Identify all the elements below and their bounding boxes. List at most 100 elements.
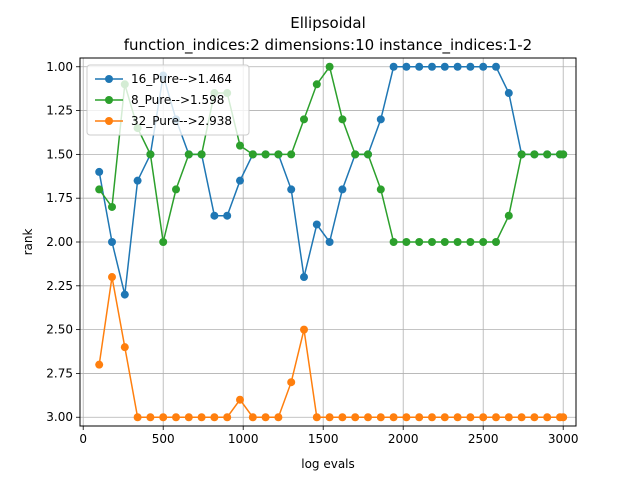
- x-tick-label: 1500: [308, 432, 339, 446]
- series-1: [95, 62, 568, 246]
- data-point: [210, 413, 219, 422]
- data-point: [415, 238, 424, 246]
- data-point: [389, 238, 398, 246]
- data-point: [402, 413, 411, 422]
- y-tick-label: 2.00: [46, 235, 73, 249]
- data-point: [376, 185, 385, 194]
- data-point: [428, 238, 436, 246]
- data-point: [197, 150, 206, 159]
- data-point: [338, 185, 347, 194]
- data-point: [223, 211, 232, 220]
- legend-label: 16_Pure-->1.464: [131, 72, 232, 86]
- data-point: [274, 150, 283, 159]
- data-point: [312, 413, 321, 422]
- data-point: [108, 273, 116, 282]
- data-point: [300, 325, 308, 334]
- data-point: [543, 150, 552, 159]
- data-point: [197, 413, 206, 422]
- data-point: [184, 413, 193, 422]
- data-point: [492, 62, 500, 71]
- data-point: [543, 413, 552, 422]
- legend-label: 8_Pure-->1.598: [131, 93, 224, 107]
- data-point: [389, 413, 398, 422]
- data-point: [504, 413, 513, 422]
- legend-item: 8_Pure-->1.598: [95, 93, 224, 107]
- data-point: [479, 413, 488, 422]
- y-tick-label: 2.75: [46, 366, 73, 380]
- data-point: [236, 141, 244, 150]
- data-point: [146, 413, 155, 422]
- data-point: [415, 62, 424, 71]
- axis-ticks: 0 500 1000 1500 2000 2500 3000 1.00 1.25 1.50 1.75…: [46, 60, 578, 446]
- data-point: [492, 238, 500, 246]
- data-point: [466, 413, 475, 422]
- legend: 16_Pure-->1.464 8_Pure-->1.598 32_Pure-->2…: [86, 64, 250, 136]
- data-point: [364, 150, 372, 159]
- data-point: [108, 238, 116, 246]
- legend-box: [86, 64, 250, 136]
- data-point: [376, 413, 385, 422]
- data-point: [479, 238, 488, 246]
- x-tick-label: 1000: [228, 432, 259, 446]
- data-point: [559, 150, 568, 159]
- x-axis-label: log evals: [301, 457, 355, 471]
- chart-title: Ellipsoidal: [290, 14, 366, 32]
- data-point: [287, 378, 296, 387]
- data-point: [440, 413, 449, 422]
- data-point: [146, 150, 155, 159]
- data-point: [453, 238, 462, 246]
- data-point: [325, 62, 334, 71]
- data-point: [172, 413, 180, 422]
- data-point: [530, 150, 539, 159]
- y-tick-label: 1.75: [46, 191, 73, 205]
- data-point: [236, 395, 244, 404]
- data-point: [453, 62, 462, 71]
- data-point: [428, 413, 436, 422]
- data-point: [453, 413, 462, 422]
- data-point: [236, 176, 244, 185]
- data-point: [559, 413, 568, 422]
- legend-item: 16_Pure-->1.464: [95, 72, 232, 86]
- data-point: [300, 115, 308, 124]
- data-point: [95, 360, 104, 369]
- data-point: [338, 413, 347, 422]
- data-point: [325, 238, 334, 246]
- data-point: [517, 150, 526, 159]
- data-point: [248, 413, 257, 422]
- y-axis-label: rank: [21, 229, 35, 256]
- data-point: [479, 62, 488, 71]
- y-tick-label: 1.00: [46, 60, 73, 74]
- x-tick-label: 2000: [388, 432, 419, 446]
- legend-marker: [105, 117, 113, 125]
- data-point: [108, 202, 116, 211]
- data-point: [300, 273, 308, 282]
- data-point: [120, 343, 129, 352]
- data-point: [428, 62, 436, 71]
- y-tick-label: 1.50: [46, 147, 73, 161]
- series-layer: [95, 62, 568, 422]
- x-tick-label: 500: [152, 432, 175, 446]
- data-point: [120, 290, 129, 299]
- data-point: [172, 185, 180, 194]
- data-point: [325, 413, 334, 422]
- data-point: [466, 62, 475, 71]
- y-tick-label: 3.00: [46, 410, 73, 424]
- x-tick-label: 0: [79, 432, 87, 446]
- data-point: [312, 80, 321, 89]
- data-point: [402, 238, 411, 246]
- data-point: [287, 185, 296, 194]
- data-point: [415, 413, 424, 422]
- data-point: [376, 115, 385, 124]
- series-2: [95, 273, 568, 422]
- data-point: [530, 413, 539, 422]
- data-point: [312, 220, 321, 229]
- data-point: [210, 211, 219, 220]
- legend-marker: [105, 96, 113, 104]
- data-point: [261, 150, 270, 159]
- data-point: [351, 413, 360, 422]
- data-point: [389, 62, 398, 71]
- legend-label: 32_Pure-->2.938: [131, 114, 232, 128]
- data-point: [440, 238, 449, 246]
- data-point: [261, 413, 270, 422]
- data-point: [95, 167, 104, 176]
